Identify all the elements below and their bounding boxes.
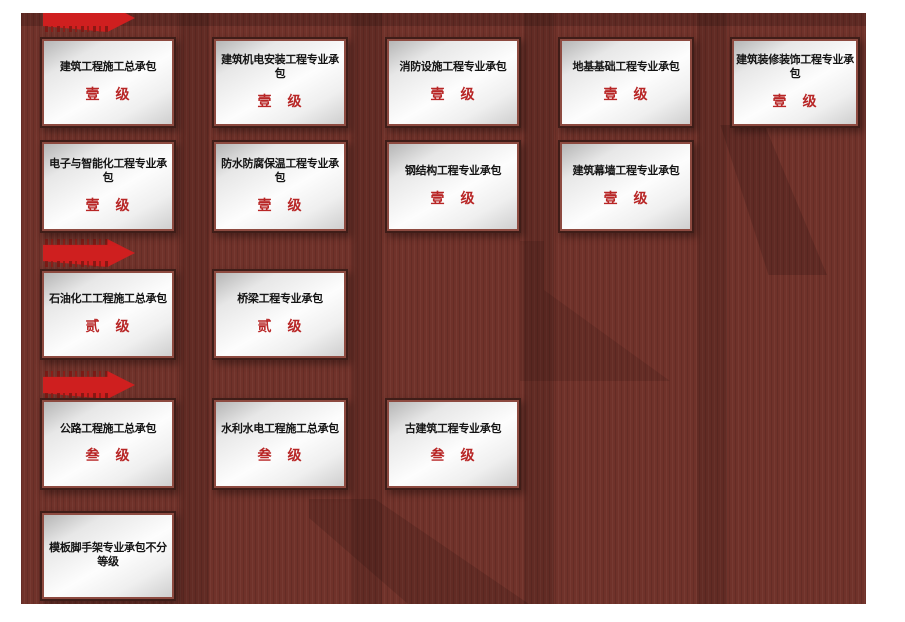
red-arrow-icon [43, 239, 135, 267]
texture-top-band [21, 13, 866, 26]
qualification-title: 建筑装修装饰工程专业承包 [736, 54, 854, 80]
texture-diagonal-shadow [309, 499, 529, 604]
qualification-title: 消防设施工程专业承包 [399, 61, 507, 74]
qualification-grade: 叁 级 [430, 447, 476, 464]
qualification-title: 地基基础工程专业承包 [572, 61, 680, 74]
qualification-title: 模板脚手架专业承包不分等级 [49, 542, 167, 568]
qualification-card: 建筑工程施工总承包 壹 级 [40, 37, 176, 128]
qualification-card: 水利水电工程施工总承包 叁 级 [212, 398, 348, 490]
qualification-grade: 壹 级 [603, 85, 649, 102]
qualification-grade: 壹 级 [772, 92, 818, 109]
qualification-card: 建筑机电安装工程专业承包 壹 级 [212, 37, 348, 128]
qualification-title: 公路工程施工总承包 [59, 422, 157, 435]
qualification-card: 石油化工工程施工总承包 贰 级 [40, 269, 176, 360]
qualification-card: 防水防腐保温工程专业承包 壹 级 [212, 140, 348, 233]
arrow-fray [45, 26, 108, 32]
red-arrow-icon [43, 13, 135, 32]
qualification-title: 钢结构工程专业承包 [404, 165, 502, 178]
qualification-grade: 壹 级 [85, 196, 131, 213]
qualification-title: 桥梁工程专业承包 [237, 293, 323, 306]
qualification-grade: 叁 级 [85, 447, 131, 464]
arrow-fray [45, 393, 108, 399]
qualification-card: 建筑幕墙工程专业承包 壹 级 [558, 140, 694, 233]
qualification-title: 建筑工程施工总承包 [59, 61, 157, 74]
qualification-grade: 壹 级 [257, 92, 303, 109]
qualification-card: 消防设施工程专业承包 壹 级 [385, 37, 521, 128]
qualification-card: 桥梁工程专业承包 贰 级 [212, 269, 348, 360]
qualification-grade: 壹 级 [85, 85, 131, 102]
qualification-card: 公路工程施工总承包 叁 级 [40, 398, 176, 490]
qualification-title: 石油化工工程施工总承包 [49, 293, 167, 306]
qualification-card: 模板脚手架专业承包不分等级 [40, 511, 176, 601]
qualification-card: 电子与智能化工程专业承包 壹 级 [40, 140, 176, 233]
texture-gutter [524, 13, 554, 604]
arrow-fray [45, 261, 108, 267]
qualification-title: 防水防腐保温工程专业承包 [221, 158, 339, 184]
qualification-title: 水利水电工程施工总承包 [221, 422, 339, 435]
texture-diagonal-shadow [720, 125, 827, 275]
red-arrow-icon [43, 371, 135, 399]
qualification-title: 建筑幕墙工程专业承包 [572, 165, 680, 178]
qualification-card: 地基基础工程专业承包 壹 级 [558, 37, 694, 128]
qualification-grade: 贰 级 [257, 317, 303, 334]
qualification-grade: 壹 级 [603, 189, 649, 206]
qualification-card: 建筑装修装饰工程专业承包 壹 级 [730, 37, 860, 128]
qualification-card: 钢结构工程专业承包 壹 级 [385, 140, 521, 233]
qualification-title: 古建筑工程专业承包 [404, 422, 502, 435]
board-background: 建筑工程施工总承包 壹 级 建筑机电安装工程专业承包 壹 级 消防设施工程专业承… [21, 13, 866, 604]
qualification-grade: 壹 级 [430, 85, 476, 102]
texture-gutter [352, 13, 382, 604]
arrow-fray [45, 371, 108, 377]
texture-diagonal-shadow [520, 241, 670, 381]
texture-gutter [179, 13, 209, 604]
qualification-title: 电子与智能化工程专业承包 [49, 158, 167, 184]
qualification-title: 建筑机电安装工程专业承包 [221, 54, 339, 80]
qualification-grade: 贰 级 [85, 317, 131, 334]
arrow-fray [45, 239, 108, 245]
qualification-grade: 壹 级 [430, 189, 476, 206]
qualification-grade: 叁 级 [257, 447, 303, 464]
qualification-grade: 壹 级 [257, 196, 303, 213]
qualification-card: 古建筑工程专业承包 叁 级 [385, 398, 521, 490]
texture-gutter [697, 13, 727, 604]
